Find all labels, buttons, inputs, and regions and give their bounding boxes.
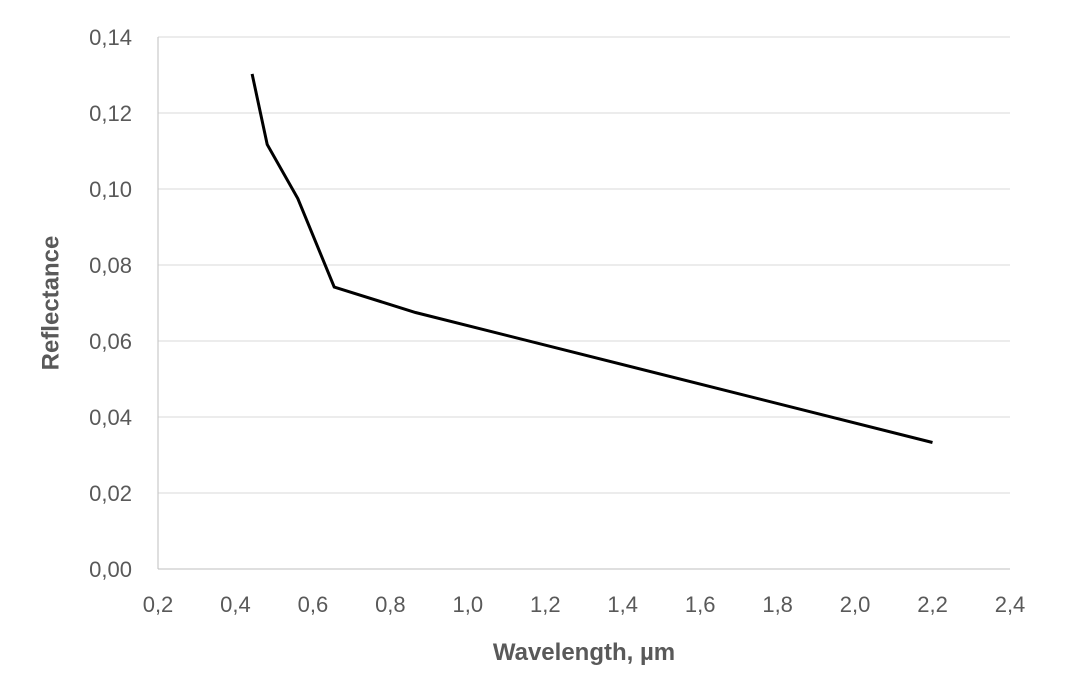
series-line bbox=[250, 73, 933, 444]
y-tick-label: 0,04 bbox=[89, 405, 132, 430]
x-tick-label: 1,8 bbox=[762, 592, 793, 617]
series-group bbox=[250, 73, 933, 444]
x-tick-label: 1,6 bbox=[685, 592, 716, 617]
x-axis-title: Wavelength, µm bbox=[493, 639, 675, 666]
x-tick-label: 0,8 bbox=[375, 592, 406, 617]
y-tick-label: 0,14 bbox=[89, 25, 132, 50]
x-tick-label: 1,2 bbox=[530, 592, 561, 617]
x-tick-label: 0,2 bbox=[143, 592, 174, 617]
x-tick-label: 0,4 bbox=[220, 592, 251, 617]
y-tick-label: 0,10 bbox=[89, 177, 132, 202]
x-tick-label: 2,2 bbox=[917, 592, 948, 617]
y-tick-label: 0,06 bbox=[89, 329, 132, 354]
x-tick-label: 2,4 bbox=[995, 592, 1026, 617]
y-tick-label: 0,08 bbox=[89, 253, 132, 278]
x-tick-label: 2,0 bbox=[840, 592, 871, 617]
y-tick-label: 0,12 bbox=[89, 101, 132, 126]
x-tick-label: 1,4 bbox=[607, 592, 638, 617]
grid-lines bbox=[158, 36, 1010, 494]
y-tick-label: 0,00 bbox=[89, 557, 132, 582]
x-axis-ticks: 0,2 0,4 0,6 0,8 1,0 1,2 1,4 1,6 1,8 2,0 2,2 2,4 bbox=[143, 592, 1026, 617]
x-tick-label: 1,0 bbox=[453, 592, 484, 617]
y-axis-ticks: 0,00 0,02 0,04 0,06 0,08 0,10 0,12 0,14 bbox=[89, 25, 132, 582]
y-tick-label: 0,02 bbox=[89, 481, 132, 506]
x-tick-label: 0,6 bbox=[298, 592, 329, 617]
y-axis-title: Reflectance bbox=[37, 236, 64, 371]
